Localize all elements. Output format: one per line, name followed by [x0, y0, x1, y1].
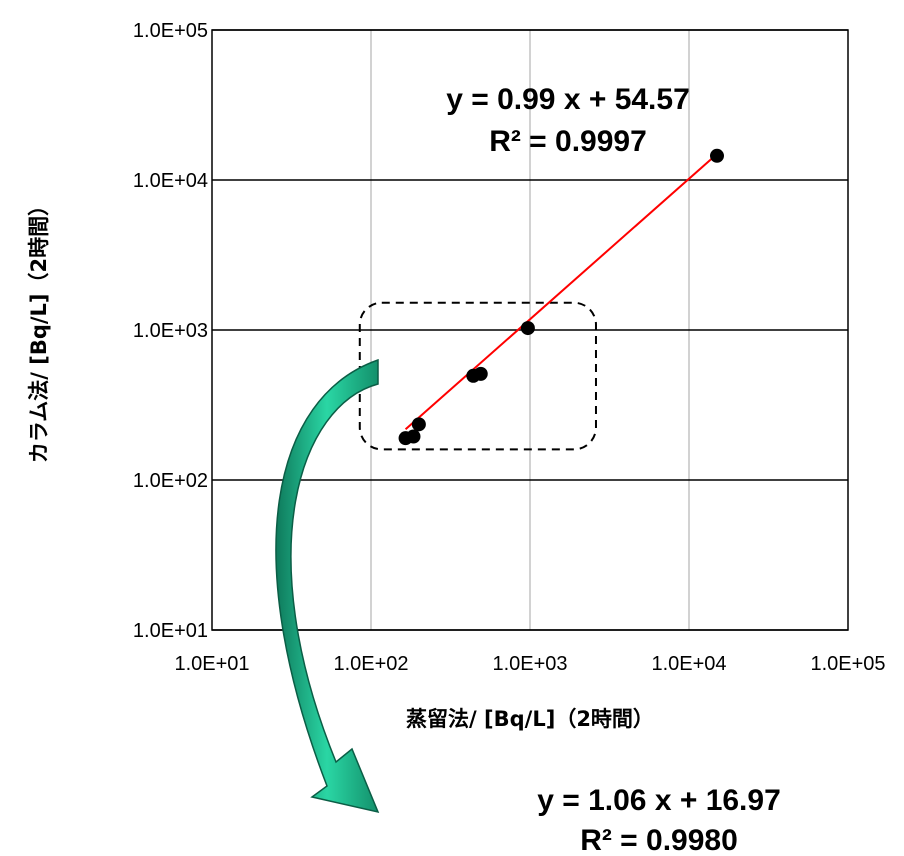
- x-tick-label: 1.0E+01: [174, 653, 249, 675]
- y-tick-label: 1.0E+01: [133, 620, 208, 642]
- x-tick-label: 1.0E+04: [651, 653, 726, 675]
- x-tick-label: 1.0E+03: [492, 653, 567, 675]
- main-r-squared: R² = 0.9997: [489, 125, 647, 158]
- inset-r-squared: R² = 0.9980: [580, 824, 738, 856]
- data-point: [411, 417, 426, 432]
- x-axis-title: 蒸留法/ [Bq/L]（2時間）: [406, 707, 654, 731]
- data-points: [398, 148, 724, 446]
- inset-equation: y = 1.06 x + 16.97: [537, 784, 781, 817]
- data-point: [520, 321, 535, 336]
- y-tick-label: 1.0E+05: [133, 20, 208, 42]
- y-tick-label: 1.0E+03: [133, 320, 208, 342]
- y-tick-label: 1.0E+04: [133, 170, 208, 192]
- data-point: [473, 366, 488, 381]
- x-tick-labels: 1.0E+01 1.0E+02 1.0E+03 1.0E+04 1.0E+05: [174, 653, 885, 675]
- plot-area-frame: [211, 29, 849, 631]
- trendline: [404, 153, 718, 431]
- x-tick-label: 1.0E+05: [810, 653, 885, 675]
- data-point: [406, 429, 421, 444]
- y-tick-label: 1.0E+02: [133, 470, 208, 492]
- data-point: [709, 148, 724, 163]
- main-equation: y = 0.99 x + 54.57: [446, 83, 690, 116]
- callout-arrow: [275, 358, 380, 814]
- x-tick-label: 1.0E+02: [333, 653, 408, 675]
- y-axis-title: カラム法/ [Bq/L]（2時間）: [27, 195, 51, 463]
- y-tick-labels: 1.0E+01 1.0E+02 1.0E+03 1.0E+04 1.0E+05: [133, 20, 208, 642]
